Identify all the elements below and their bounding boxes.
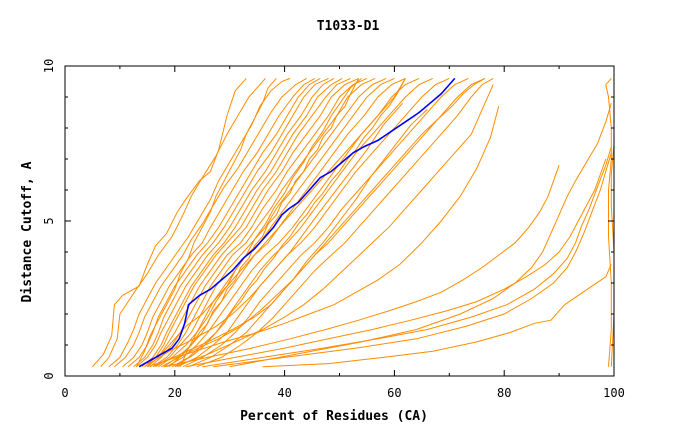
model-curve-8 <box>136 77 335 368</box>
model-curve-23 <box>144 102 403 368</box>
model-curve-16 <box>163 77 406 368</box>
model-curve-9 <box>141 77 343 368</box>
x-tick-label-80: 80 <box>497 386 511 400</box>
model-curve-28 <box>163 165 560 368</box>
y-axis-ticks: 0 5 10 <box>42 59 614 380</box>
model-curve-37 <box>168 78 360 368</box>
model-curve-7 <box>133 77 329 368</box>
x-tick-label-0: 0 <box>61 386 68 400</box>
model-curve-40 <box>135 78 277 367</box>
model-curve-2 <box>100 78 266 368</box>
model-curve-27 <box>147 106 500 368</box>
y-tick-label-0: 0 <box>42 372 56 379</box>
model-curve-30 <box>202 146 612 368</box>
y-tick-label-5: 5 <box>42 217 56 224</box>
model-curve-24 <box>160 109 428 368</box>
model-curve-5 <box>122 77 316 368</box>
highlighted-model-line <box>138 77 456 368</box>
model-curve-14 <box>155 77 387 368</box>
y-axis-label: Distance Cutoff, A <box>20 161 35 302</box>
model-curve-36 <box>146 78 406 364</box>
model-curve-22 <box>196 77 494 368</box>
x-tick-label-40: 40 <box>277 386 291 400</box>
model-curve-34 <box>605 78 612 367</box>
x-axis-ticks: 0 20 40 60 80 100 <box>61 66 625 400</box>
model-curve-31 <box>213 152 612 368</box>
model-curve-11 <box>146 77 359 368</box>
model-curve-4 <box>114 77 307 368</box>
model-curve-38 <box>174 78 406 368</box>
model-curve-10 <box>144 77 351 368</box>
model-curve-33 <box>229 103 612 368</box>
highlighted-model-curve <box>138 77 456 368</box>
model-curve-13 <box>152 77 376 368</box>
y-tick-label-10: 10 <box>42 59 56 73</box>
x-axis-label: Percent of Residues (CA) <box>240 409 428 424</box>
model-curve-6 <box>127 77 321 368</box>
model-curve-20 <box>182 77 469 368</box>
x-tick-label-100: 100 <box>603 386 625 400</box>
model-curve-39 <box>179 78 362 367</box>
model-curve-3 <box>108 77 291 368</box>
chart-title: T1033-D1 <box>317 19 380 34</box>
model-curve-1 <box>92 78 247 368</box>
x-tick-label-20: 20 <box>168 386 182 400</box>
model-curve-25 <box>152 77 486 368</box>
model-curve-32 <box>262 264 612 368</box>
model-curve-19 <box>177 77 450 368</box>
x-tick-label-60: 60 <box>387 386 401 400</box>
model-curve-26 <box>174 84 494 368</box>
